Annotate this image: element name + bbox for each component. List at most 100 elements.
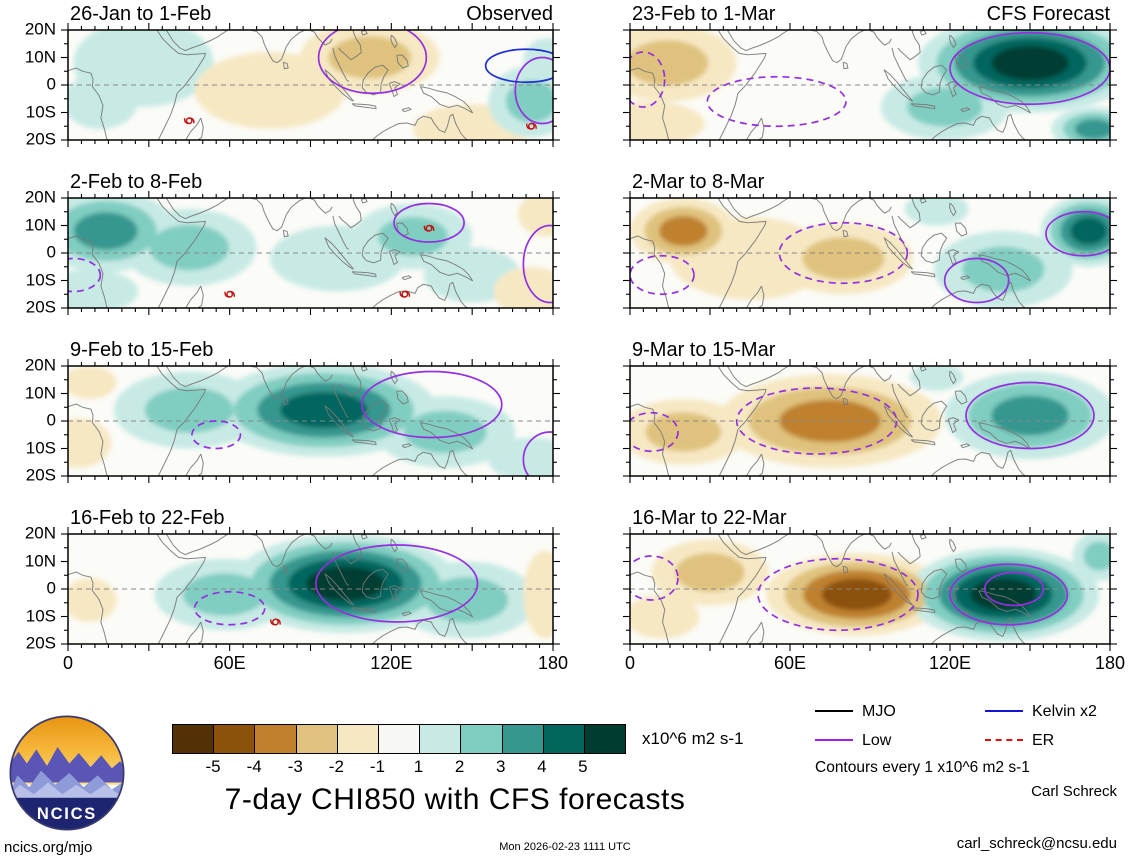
coastlines — [68, 198, 474, 308]
panel-title: 2-Feb to 8-Feb — [70, 171, 203, 193]
lon-label: 180 — [1094, 653, 1126, 673]
low-contour — [630, 51, 666, 108]
coastlines — [68, 30, 474, 140]
site-link: ncics.org/mjo — [4, 839, 93, 856]
wave-contours — [317, 30, 553, 125]
map-panel — [623, 191, 1117, 315]
lat-label: 20N — [24, 19, 56, 39]
credit-email: carl_schreck@ncsu.edu — [956, 835, 1117, 852]
legend-item: ER — [985, 732, 1054, 750]
lat-label: 20S — [25, 633, 56, 653]
logo-mountains-back — [10, 747, 124, 783]
colorbar-tick-label: -4 — [246, 757, 262, 776]
low-contour — [630, 254, 695, 296]
legend-item: Low — [815, 732, 891, 750]
colorbar-cell — [337, 725, 378, 753]
legend-item: MJO — [815, 703, 896, 721]
cyclone-icon — [224, 290, 236, 298]
low-contour — [630, 555, 679, 601]
colorbar-tick-label: 1 — [413, 757, 424, 776]
colorbar-tick-label: 3 — [495, 757, 506, 776]
map-panel — [61, 191, 560, 315]
wave-contours — [68, 202, 553, 304]
legend-label: Low — [862, 732, 892, 749]
lat-label: 0 — [46, 578, 56, 598]
lat-label: 10N — [24, 47, 56, 67]
anomaly-field — [630, 198, 1110, 308]
colorbar-tick-label: -5 — [205, 757, 221, 776]
low-contour — [514, 56, 553, 125]
lat-label: 10S — [25, 606, 56, 626]
anomaly-field — [630, 30, 1110, 140]
wave-contours — [630, 555, 1069, 632]
colorbar-cell — [461, 725, 502, 753]
map-panel — [61, 527, 560, 651]
lat-label: 10N — [24, 215, 56, 235]
wave-contours — [630, 381, 1095, 455]
low-contour — [949, 563, 1069, 626]
colorbar-tick-label: -1 — [369, 757, 386, 776]
ncics-logo: NCICS — [9, 715, 125, 831]
axis-ticks — [623, 191, 1117, 315]
low-contour — [193, 590, 266, 626]
lat-label: 20S — [25, 297, 56, 317]
wave-contours — [630, 210, 1110, 304]
cyclone-icon — [399, 290, 411, 298]
colorbar-tick-label: 2 — [454, 757, 465, 776]
panel-title: 26-Jan to 1-Feb — [70, 3, 212, 25]
axis-ticks — [623, 23, 1117, 147]
cyclone-icon — [423, 224, 435, 232]
lat-label: 0 — [46, 410, 56, 430]
timestamp: Mon 2026-02-23 1111 UTC — [499, 841, 631, 853]
column-header: Observed — [466, 3, 553, 25]
lon-label: 180 — [537, 653, 569, 673]
main-title: 7-day CHI850 with CFS forecasts — [224, 783, 686, 816]
axis-ticks — [61, 23, 560, 147]
panel-grid: 26-Jan to 1-Feb Observed 20N 10N 0 10S 20S 23-F… — [24, 3, 1126, 673]
colorbar-cell — [543, 725, 584, 753]
low-contour — [68, 257, 102, 293]
low-contour — [983, 571, 1045, 607]
colorbar-cell — [214, 725, 255, 753]
colorbar-cell — [173, 725, 214, 753]
colorbar-cell — [255, 725, 296, 753]
low-contour — [778, 221, 909, 285]
lat-label: 10S — [25, 102, 56, 122]
colorbar — [172, 724, 626, 754]
lat-label: 0 — [46, 242, 56, 262]
panel-title: 2-Mar to 8-Mar — [632, 171, 765, 193]
low-contour — [706, 75, 847, 128]
lat-label: 10N — [24, 551, 56, 571]
axis-ticks — [61, 191, 560, 315]
lon-label: 60E — [213, 653, 246, 673]
coastlines — [68, 366, 474, 476]
colorbar-cell — [296, 725, 337, 753]
low-contour — [949, 31, 1110, 106]
wave-contours — [193, 544, 479, 626]
low-contour — [965, 381, 1095, 450]
wave-contours — [630, 31, 1110, 128]
axis-ticks — [623, 359, 1117, 483]
axis-ticks — [623, 527, 1117, 651]
cyclone-icon — [183, 117, 195, 125]
axis-ticks — [61, 359, 560, 483]
column-header: CFS Forecast — [986, 3, 1110, 25]
low-contour — [757, 557, 919, 632]
low-contour — [522, 431, 553, 476]
low-contour — [735, 387, 898, 455]
low-contour — [630, 411, 679, 453]
colorbar-tick-label: -2 — [328, 757, 344, 776]
colorbar-tick-label: -3 — [287, 757, 303, 776]
lat-label: 10S — [25, 438, 56, 458]
low-contour — [943, 257, 1010, 304]
low-contour — [360, 370, 503, 439]
anomaly-field — [630, 534, 1110, 642]
legend-line-sample — [985, 710, 1023, 713]
map-panel — [623, 359, 1117, 483]
coastlines — [630, 366, 1031, 476]
low-contour — [1045, 210, 1110, 257]
colorbar-tick-label: 5 — [578, 757, 588, 776]
low-contour — [393, 202, 465, 243]
lat-label: 20N — [24, 355, 56, 375]
